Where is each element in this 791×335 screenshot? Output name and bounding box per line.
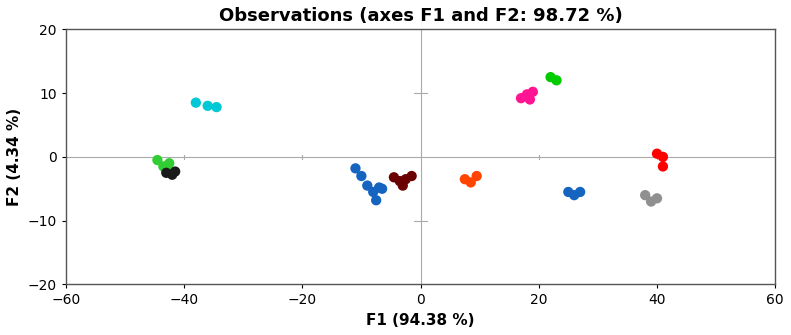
Point: [527, 89, 539, 94]
Point: [355, 173, 368, 179]
Y-axis label: F2 (4.34 %): F2 (4.34 %): [7, 108, 22, 206]
Point: [168, 169, 181, 174]
Point: [202, 103, 214, 109]
Point: [399, 177, 412, 182]
Point: [376, 186, 388, 192]
Point: [544, 74, 557, 80]
Point: [163, 160, 176, 166]
Point: [568, 193, 581, 198]
Point: [160, 167, 172, 172]
Point: [373, 185, 385, 190]
Point: [370, 198, 383, 203]
Point: [551, 78, 563, 83]
Point: [396, 183, 409, 188]
Point: [639, 193, 652, 198]
Point: [464, 180, 477, 185]
Title: Observations (axes F1 and F2: 98.72 %): Observations (axes F1 and F2: 98.72 %): [218, 7, 623, 25]
Point: [515, 95, 528, 101]
Point: [160, 170, 172, 176]
Point: [471, 173, 483, 179]
Point: [645, 199, 657, 204]
Point: [367, 189, 380, 195]
Point: [573, 189, 586, 195]
Point: [210, 105, 223, 110]
Point: [520, 92, 533, 97]
Point: [405, 173, 418, 179]
Point: [157, 164, 169, 169]
Point: [388, 175, 400, 180]
Point: [562, 189, 574, 195]
Point: [657, 154, 669, 159]
X-axis label: F1 (94.38 %): F1 (94.38 %): [366, 313, 475, 328]
Point: [151, 157, 164, 163]
Point: [349, 166, 361, 171]
Point: [166, 172, 179, 178]
Point: [190, 100, 202, 105]
Point: [393, 179, 406, 184]
Point: [651, 196, 664, 201]
Point: [651, 151, 664, 156]
Point: [657, 164, 669, 169]
Point: [524, 97, 536, 102]
Point: [361, 183, 373, 188]
Point: [459, 177, 471, 182]
